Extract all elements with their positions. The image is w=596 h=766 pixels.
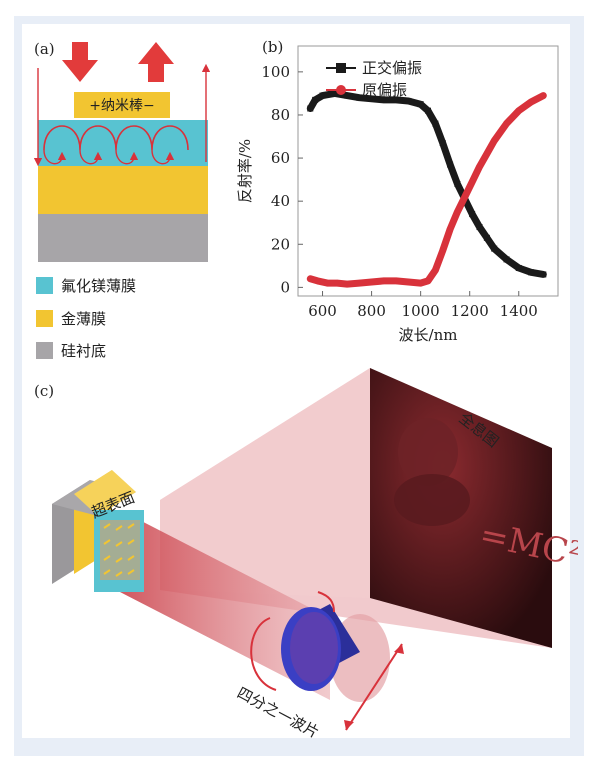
data-point [418,101,424,107]
data-point [491,246,497,252]
legend-label: 原偏振 [362,81,407,99]
data-point [432,121,438,127]
legend-label-mgf2: 氟化镁薄膜 [61,275,136,296]
waveplate-label: 四分之一波片 [234,684,322,742]
data-point [393,278,399,284]
legend-marker [336,85,346,95]
data-point [324,280,330,286]
data-point [503,256,509,262]
data-point [312,97,318,103]
data-point [307,276,313,282]
swatch-silicon [36,342,53,359]
data-point [476,163,482,169]
y-tick-label: 40 [271,192,290,210]
legend-label-silicon: 硅衬底 [61,340,106,361]
data-point [447,226,453,232]
data-point [344,93,350,99]
mgf2-layer [38,120,208,166]
x-tick-label: 800 [357,302,386,320]
data-point [440,248,446,254]
data-point [417,280,423,286]
data-point [381,278,387,284]
data-point [447,162,453,168]
data-point [356,280,362,286]
data-point [425,278,431,284]
data-point [368,279,374,285]
swatch-gold [36,310,53,327]
data-point [528,269,534,275]
legend-label-gold: 金薄膜 [61,308,106,329]
data-point [484,151,490,157]
legend-item-mgf2: 氟化镁薄膜 [36,275,136,295]
incident-arrow-icon [62,42,98,82]
plot-frame [298,46,558,296]
legend-label: 正交偏振 [362,59,422,77]
x-axis-label: 波长/nm [399,326,458,344]
y-tick-label: 0 [280,278,290,296]
data-point [540,271,546,277]
legend-marker [336,63,346,73]
data-point [334,280,340,286]
y-tick-label: 20 [271,235,290,253]
data-point [491,138,497,144]
y-axis-label: 反射率/% [236,139,254,203]
data-point [462,194,468,200]
data-point [405,279,411,285]
data-point [484,235,490,241]
x-tick-label: 1200 [451,302,489,320]
data-point [454,181,460,187]
data-point [516,107,522,113]
data-point [540,92,546,98]
data-point [454,209,460,215]
data-point [469,211,475,217]
y-tick-label: 100 [261,63,290,81]
data-point [432,267,438,273]
data-point [503,120,509,126]
layer-stack-diagram: +纳米棒− [30,38,220,268]
data-point [314,278,320,284]
x-tick-label: 1000 [402,302,440,320]
legend-item-silicon: 硅衬底 [36,340,106,360]
data-point [307,106,313,112]
data-point [477,224,483,230]
nanorod-label: +纳米棒− [89,98,154,114]
data-point [320,93,326,99]
silicon-layer [38,214,208,262]
y-tick-label: 60 [271,149,290,167]
hologram-setup-diagram: =MC² 超表面 全息图 四分之一波片 [30,360,578,750]
legend-item-gold: 金薄膜 [36,308,106,328]
y-tick-label: 80 [271,106,290,124]
swatch-mgf2 [36,277,53,294]
data-point [425,108,431,114]
data-point [528,99,534,105]
x-tick-label: 600 [308,302,337,320]
x-tick-label: 1400 [500,302,538,320]
reflected-arrow-icon [138,42,174,82]
data-point [344,281,350,287]
data-point [440,140,446,146]
data-point [516,265,522,271]
gold-layer [38,166,208,214]
data-point [469,179,475,185]
